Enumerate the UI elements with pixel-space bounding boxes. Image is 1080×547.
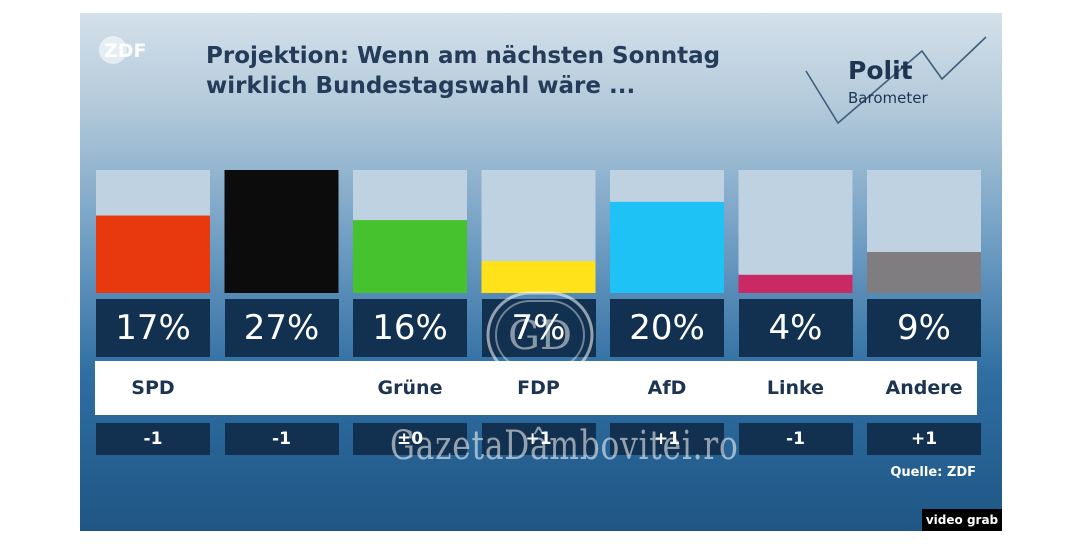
chart-title-line-2: wirklich Bundestagswahl wäre ... (206, 73, 636, 99)
video-grab-tag: video grab (922, 509, 1002, 531)
party-name-label: Andere (885, 377, 963, 399)
party-name-label: Grüne (377, 377, 443, 399)
zdf-logo-text: ZDF (104, 40, 147, 62)
change-label: ±0 (353, 423, 467, 455)
change-label: -1 (224, 423, 339, 455)
chart-title: Projektion: Wenn am nächsten Sonntag wir… (206, 41, 766, 101)
barometer-logo-text: Barometer (848, 89, 928, 107)
bar-value-label: 7% (481, 299, 596, 357)
watermark-seal: GD (486, 291, 594, 379)
bar (610, 201, 724, 293)
bar-value-label: 17% (96, 299, 210, 357)
party-name-label: Linke (766, 377, 825, 399)
bar-value-label: 16% (353, 299, 467, 357)
party-name-label: AfD (647, 377, 687, 399)
change-label: -1 (738, 423, 853, 455)
bar-value-label: 4% (738, 299, 853, 357)
change-label: +1 (867, 423, 981, 455)
bar (224, 170, 339, 293)
source-label: Quelle: ZDF (890, 465, 976, 480)
bar-value-label: 9% (867, 299, 981, 357)
change-label: -1 (96, 423, 210, 455)
bar (96, 215, 210, 293)
chart-frame: ZDF Projektion: Wenn am nächsten Sonntag… (80, 13, 1002, 531)
bar-value-label: 27% (224, 299, 339, 357)
party-name-row: SPD Grüne FDP AfD Linke Andere (95, 361, 977, 415)
bar-value-label: 20% (610, 299, 724, 357)
bar-track (738, 170, 853, 293)
watermark-seal-text: GD (508, 313, 572, 359)
zdf-logo: ZDF (99, 36, 147, 64)
chart-title-line-1: Projektion: Wenn am nächsten Sonntag (206, 43, 721, 69)
change-label: +1 (610, 423, 724, 455)
party-name-label: FDP (517, 377, 560, 399)
bar-plot-area (96, 170, 981, 293)
party-name-label (225, 361, 339, 415)
polit-logo-text: Polit (848, 56, 913, 85)
bar (738, 274, 853, 293)
politbarometer-logo: Polit Barometer (805, 36, 987, 125)
change-label: +1 (481, 423, 596, 455)
watermark-text: GazetaDâmbovitei.ro (390, 423, 739, 469)
party-name-label: SPD (131, 377, 175, 399)
bar (481, 261, 596, 293)
bar (353, 220, 467, 293)
bar (867, 252, 981, 293)
